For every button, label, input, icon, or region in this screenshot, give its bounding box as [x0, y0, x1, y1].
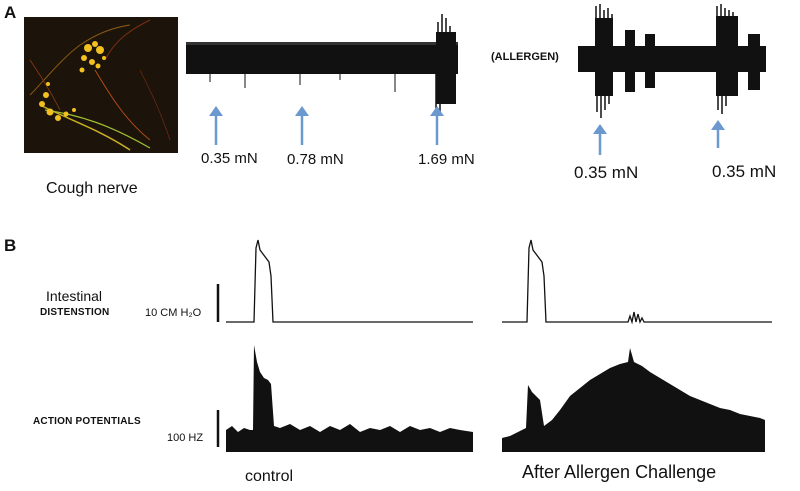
stimulus-arrows [209, 106, 725, 155]
nerve-micrograph [24, 17, 178, 153]
stimulus-label-1: 0.35 mN [201, 150, 258, 167]
arrow-stim-5 [711, 120, 725, 148]
action-potential-histogram-control [226, 345, 473, 452]
distension-trace-control [226, 239, 473, 323]
frequency-scale-label: 100 HZ [167, 432, 204, 444]
panel-b-letter: B [4, 236, 17, 255]
distension-label-line1: Intestinal [46, 288, 103, 304]
action-potentials-label: ACTION POTENTIALS [33, 416, 141, 427]
trace-after-allergen [578, 4, 766, 118]
cough-nerve-caption: Cough nerve [46, 180, 138, 197]
stimulus-label-2: 0.78 mN [287, 151, 344, 168]
arrow-stim-1 [209, 106, 223, 145]
arrow-stim-2 [295, 106, 309, 145]
trace-before-allergen [186, 14, 458, 112]
allergen-label: (ALLERGEN) [491, 51, 559, 63]
arrow-stim-4 [593, 124, 607, 155]
distension-trace-allergen [502, 239, 772, 325]
action-potential-histogram-allergen [502, 348, 765, 452]
allergen-challenge-caption: After Allergen Challenge [522, 462, 717, 482]
stimulus-label-5: 0.35 mN [712, 162, 777, 181]
stimulus-label-4: 0.35 mN [574, 163, 639, 182]
panel-a-letter: A [4, 3, 17, 22]
arrow-stim-3 [430, 106, 444, 145]
distension-label-line2: DISTENSTION [40, 307, 110, 318]
control-caption: control [245, 468, 294, 485]
pressure-scale-label: 10 CM H₂O [145, 307, 202, 319]
stimulus-label-3: 1.69 mN [418, 151, 475, 168]
